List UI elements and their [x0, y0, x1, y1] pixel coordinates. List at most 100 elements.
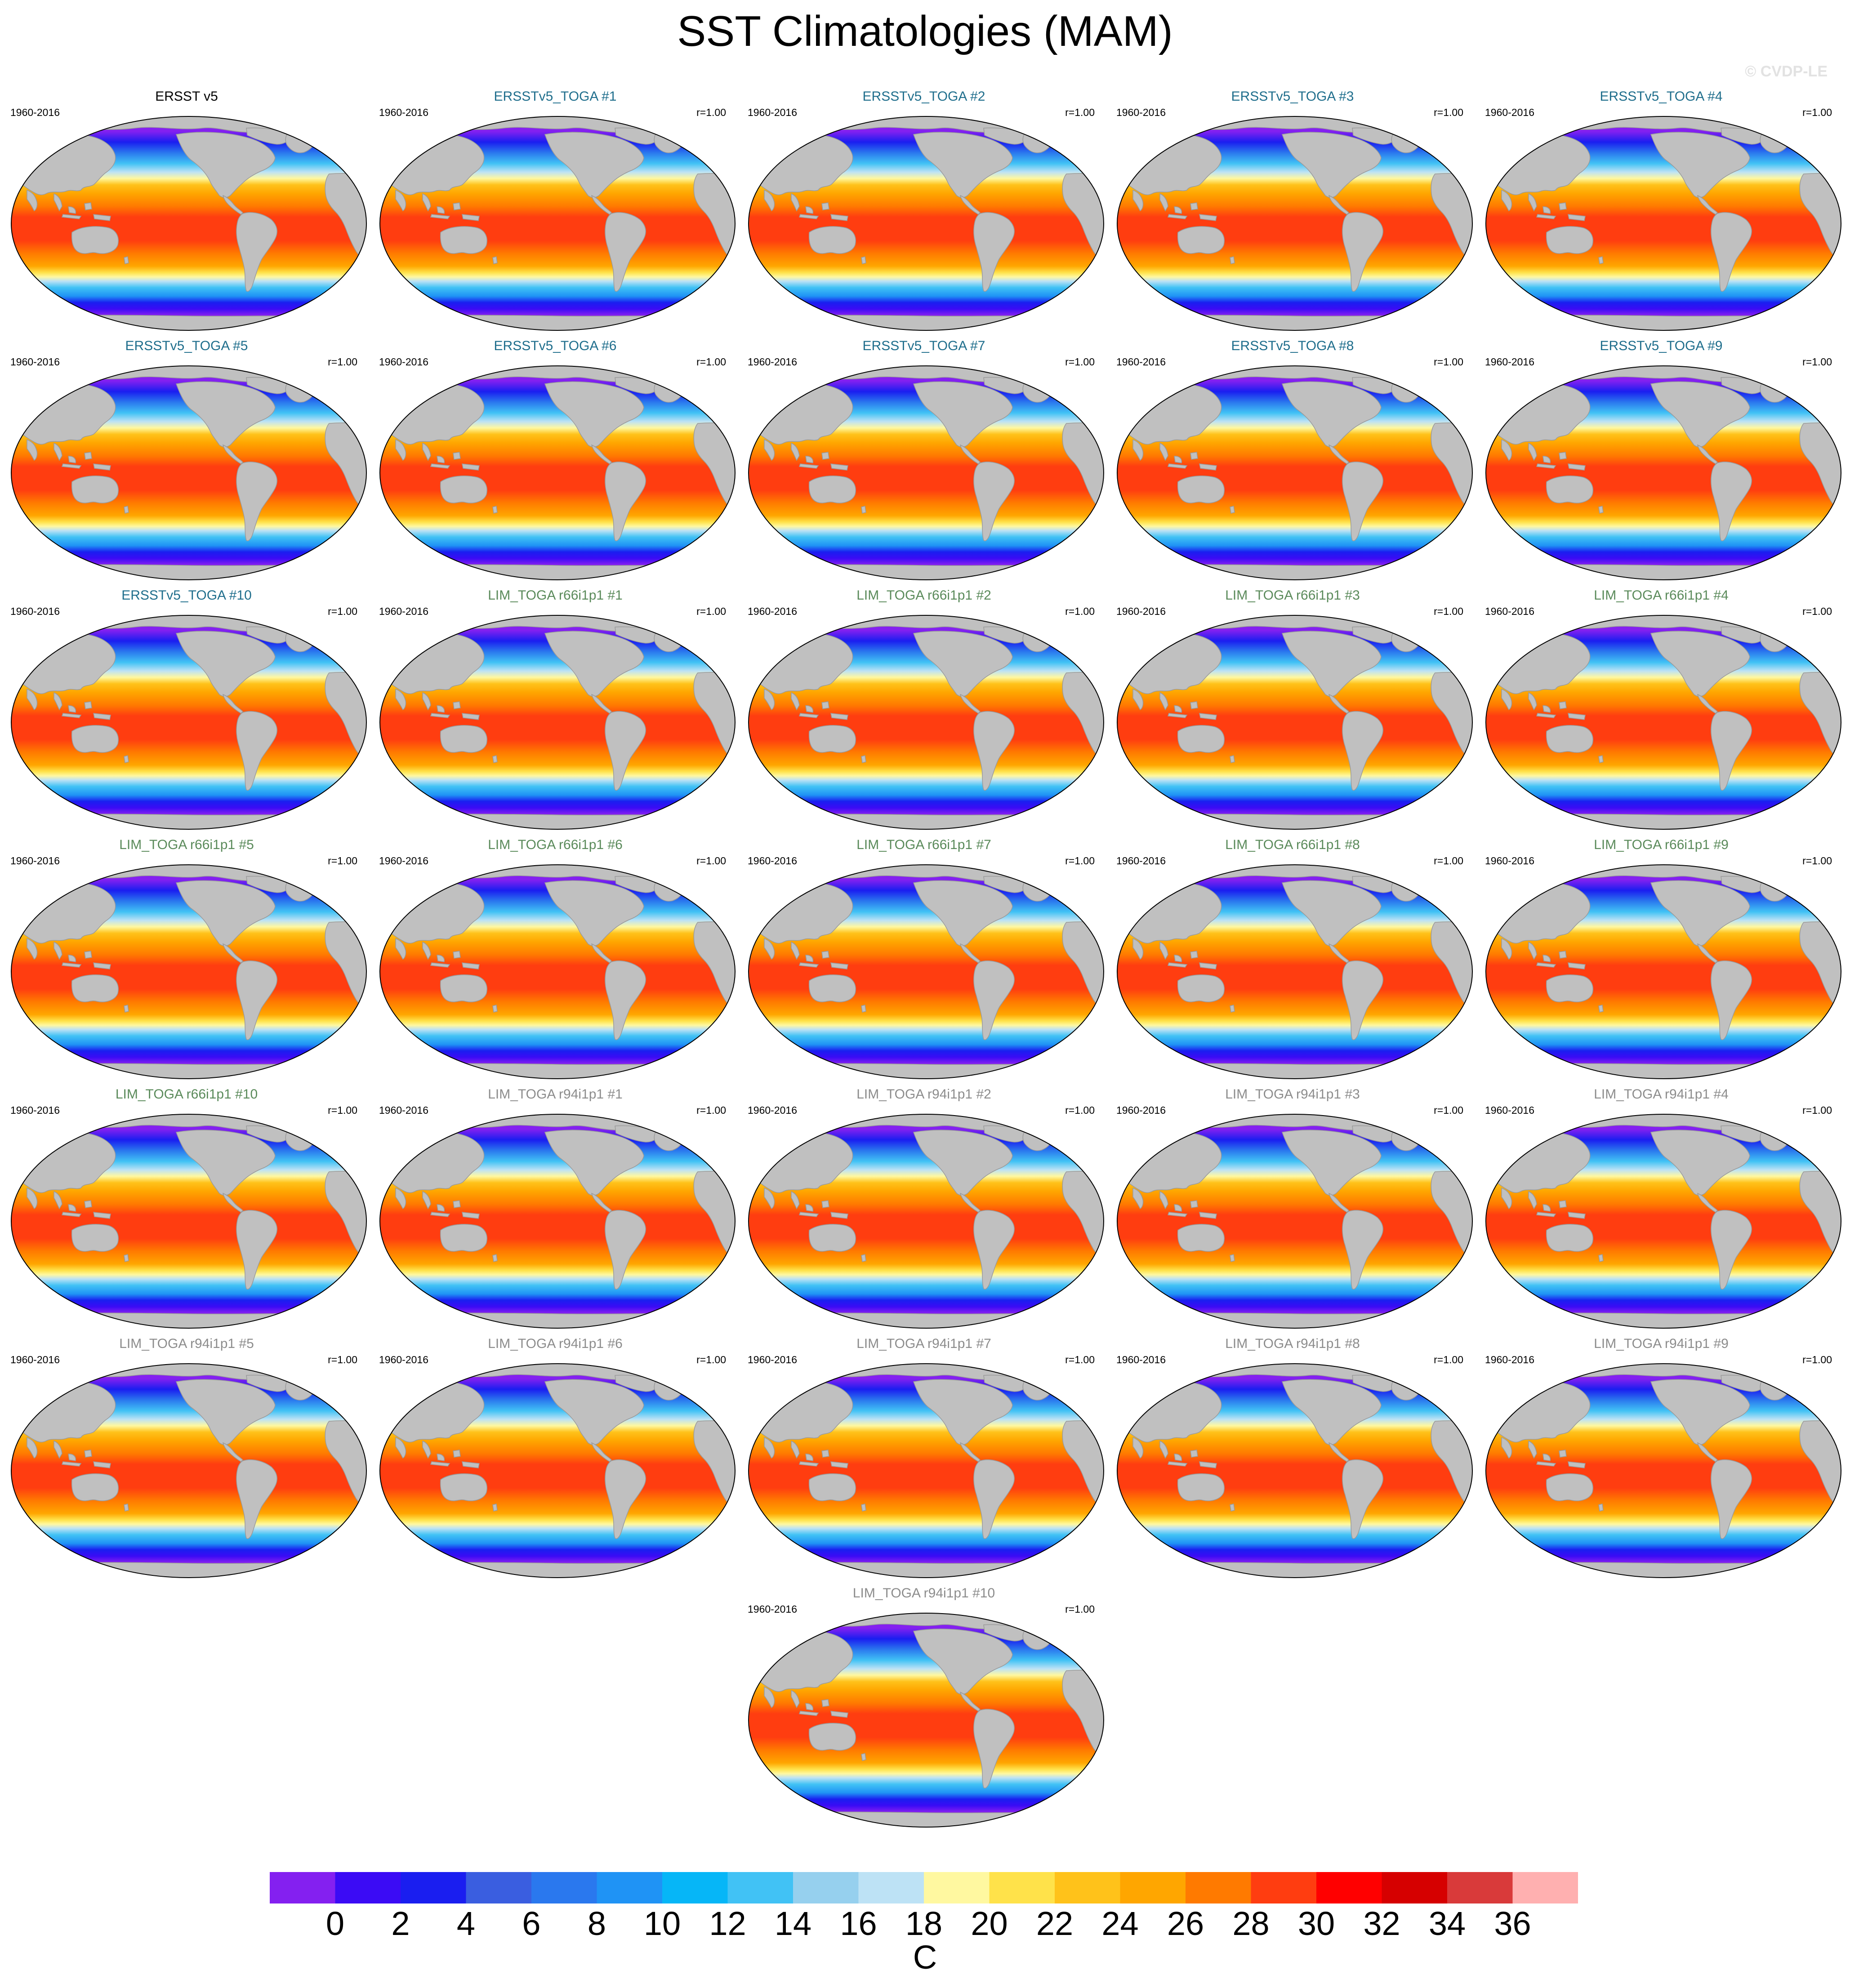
colorbar-tick-label: 28	[1232, 1905, 1270, 1942]
colorbar-segment	[1447, 1872, 1513, 1903]
panel-title: LIM_TOGA r66i1p1 #7	[856, 837, 991, 852]
map-panel: LIM_TOGA r66i1p1 #5 1960-2016 r=1.00	[2, 836, 371, 1085]
panel-years: 1960-2016	[748, 1104, 797, 1116]
panel-years: 1960-2016	[748, 356, 797, 368]
panel-title: LIM_TOGA r94i1p1 #6	[488, 1336, 623, 1351]
colorbar-segment	[924, 1872, 990, 1903]
colorbar-tick-label: 16	[840, 1905, 877, 1942]
colorbar-segment	[662, 1872, 728, 1903]
sst-map	[378, 364, 737, 582]
panel-years: 1960-2016	[1485, 605, 1534, 617]
map-panel: LIM_TOGA r66i1p1 #3 1960-2016 r=1.00	[1108, 587, 1477, 836]
panel-years: 1960-2016	[379, 356, 428, 368]
sst-map	[1115, 1362, 1475, 1580]
colorbar-tick-label: 12	[709, 1905, 746, 1942]
panel-years: 1960-2016	[748, 605, 797, 617]
panel-title: ERSSTv5_TOGA #7	[862, 338, 985, 353]
panel-years: 1960-2016	[10, 1354, 60, 1365]
panel-pattern-correlation: r=1.00	[1065, 356, 1095, 368]
sst-map	[9, 364, 369, 582]
panel-years: 1960-2016	[379, 605, 428, 617]
colorbar-tick-label: 30	[1297, 1905, 1335, 1942]
panel-pattern-correlation: r=1.00	[696, 107, 726, 118]
map-panel: LIM_TOGA r94i1p1 #10 1960-2016 r=1.00	[740, 1584, 1108, 1834]
map-panel: LIM_TOGA r94i1p1 #5 1960-2016 r=1.00	[2, 1335, 371, 1584]
colorbar-segment	[727, 1872, 793, 1903]
panel-title: ERSSTv5_TOGA #5	[125, 338, 248, 353]
sst-map	[1484, 115, 1843, 333]
map-panel: LIM_TOGA r94i1p1 #4 1960-2016 r=1.00	[1477, 1085, 1846, 1335]
panel-title: LIM_TOGA r94i1p1 #10	[852, 1586, 995, 1601]
panel-pattern-correlation: r=1.00	[1434, 107, 1463, 118]
panel-title: ERSSTv5_TOGA #9	[1600, 338, 1723, 353]
colorbar-segment	[270, 1872, 335, 1903]
panel-pattern-correlation: r=1.00	[328, 605, 357, 617]
panel-years: 1960-2016	[1116, 356, 1166, 368]
sst-map	[1115, 863, 1475, 1081]
panel-years: 1960-2016	[10, 605, 60, 617]
panel-pattern-correlation: r=1.00	[1434, 356, 1463, 368]
colorbar-segment	[1055, 1872, 1120, 1903]
panel-title: ERSSTv5_TOGA #8	[1231, 338, 1354, 353]
panel-pattern-correlation: r=1.00	[1065, 1354, 1095, 1365]
panel-pattern-correlation: r=1.00	[1802, 1104, 1832, 1116]
panel-title: LIM_TOGA r66i1p1 #9	[1594, 837, 1729, 852]
colorbar-tick-label: 10	[643, 1905, 681, 1942]
colorbar-segment	[793, 1872, 859, 1903]
sst-map	[378, 1362, 737, 1580]
colorbar-tick-label: 14	[774, 1905, 812, 1942]
panel-title: LIM_TOGA r66i1p1 #1	[488, 588, 623, 603]
map-panel: ERSSTv5_TOGA #7 1960-2016 r=1.00	[740, 337, 1108, 587]
panel-title: LIM_TOGA r94i1p1 #9	[1594, 1336, 1729, 1351]
colorbar-segment	[1120, 1872, 1186, 1903]
colorbar-tick-label: 0	[325, 1905, 345, 1942]
map-panel: ERSST v5 1960-2016	[2, 88, 371, 337]
panel-pattern-correlation: r=1.00	[328, 1104, 357, 1116]
sst-map	[378, 1112, 737, 1330]
sst-map	[746, 1611, 1106, 1829]
panel-title: ERSSTv5_TOGA #2	[862, 89, 985, 104]
panel-years: 1960-2016	[1116, 1354, 1166, 1365]
panel-title: LIM_TOGA r94i1p1 #3	[1225, 1087, 1360, 1102]
map-panel: ERSSTv5_TOGA #3 1960-2016 r=1.00	[1108, 88, 1477, 337]
map-panel: LIM_TOGA r94i1p1 #1 1960-2016 r=1.00	[371, 1085, 740, 1335]
panel-years: 1960-2016	[1116, 855, 1166, 867]
colorbar-tick-label: 34	[1428, 1905, 1466, 1942]
map-panel: ERSSTv5_TOGA #1 1960-2016 r=1.00	[371, 88, 740, 337]
panel-years: 1960-2016	[1485, 1104, 1534, 1116]
panel-years: 1960-2016	[10, 107, 60, 118]
colorbar-segment	[858, 1872, 924, 1903]
sst-map	[9, 115, 369, 333]
panel-title: LIM_TOGA r94i1p1 #8	[1225, 1336, 1360, 1351]
panel-years: 1960-2016	[379, 107, 428, 118]
panel-pattern-correlation: r=1.00	[1065, 1603, 1095, 1615]
panel-years: 1960-2016	[379, 1354, 428, 1365]
colorbar-tick-label: 36	[1494, 1905, 1531, 1942]
panel-pattern-correlation: r=1.00	[1065, 107, 1095, 118]
panel-title: LIM_TOGA r66i1p1 #10	[115, 1087, 258, 1102]
panel-title: ERSST v5	[155, 89, 218, 104]
colorbar-segment	[1512, 1872, 1578, 1903]
panel-title: LIM_TOGA r94i1p1 #4	[1594, 1087, 1729, 1102]
map-panel: LIM_TOGA r94i1p1 #8 1960-2016 r=1.00	[1108, 1335, 1477, 1584]
panel-years: 1960-2016	[10, 1104, 60, 1116]
map-panel: LIM_TOGA r66i1p1 #6 1960-2016 r=1.00	[371, 836, 740, 1085]
sst-map	[9, 863, 369, 1081]
panel-years: 1960-2016	[1116, 605, 1166, 617]
panel-pattern-correlation: r=1.00	[696, 1354, 726, 1365]
panel-years: 1960-2016	[1116, 107, 1166, 118]
colorbar-tick-label: 2	[391, 1905, 410, 1942]
map-panel: LIM_TOGA r66i1p1 #7 1960-2016 r=1.00	[740, 836, 1108, 1085]
panel-pattern-correlation: r=1.00	[696, 1104, 726, 1116]
panel-title: LIM_TOGA r94i1p1 #2	[856, 1087, 991, 1102]
panel-title: ERSSTv5_TOGA #6	[494, 338, 617, 353]
map-panel: ERSSTv5_TOGA #6 1960-2016 r=1.00	[371, 337, 740, 587]
sst-map	[1484, 1112, 1843, 1330]
panel-pattern-correlation: r=1.00	[1802, 107, 1832, 118]
panel-pattern-correlation: r=1.00	[1802, 855, 1832, 867]
map-panel: LIM_TOGA r66i1p1 #10 1960-2016 r=1.00	[2, 1085, 371, 1335]
map-panel: LIM_TOGA r66i1p1 #2 1960-2016 r=1.00	[740, 587, 1108, 836]
panel-title: LIM_TOGA r66i1p1 #3	[1225, 588, 1360, 603]
colorbar-tick-label: 6	[522, 1905, 541, 1942]
panel-years: 1960-2016	[748, 855, 797, 867]
